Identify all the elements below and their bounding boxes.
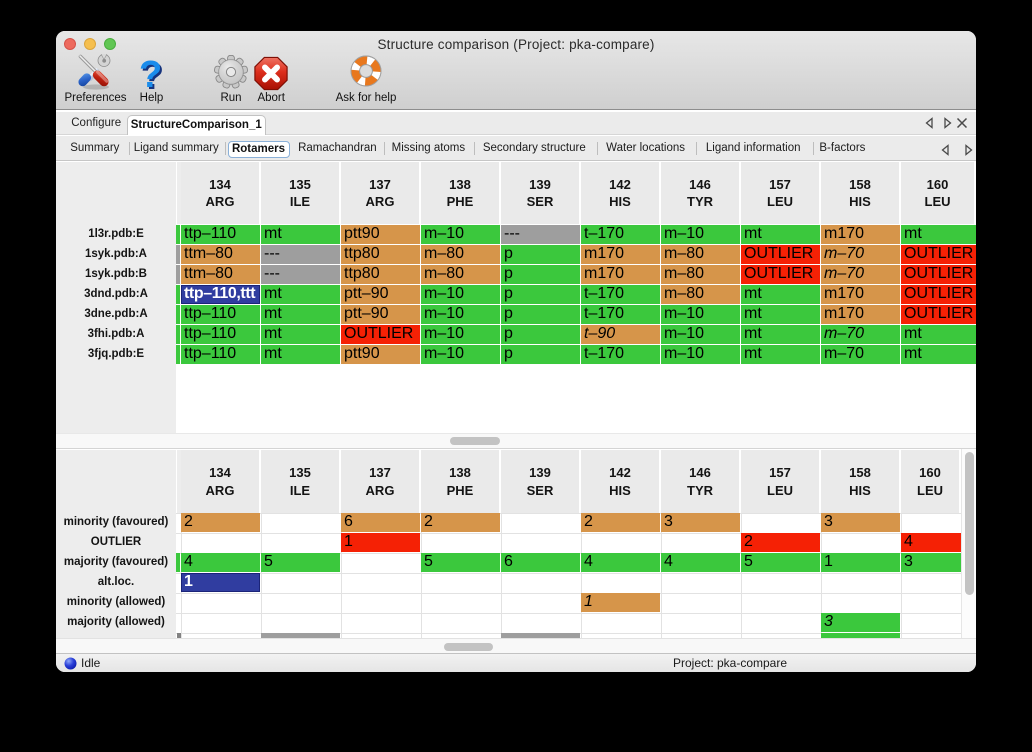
svg-text:?: ? bbox=[139, 54, 162, 94]
svg-text:?: ? bbox=[141, 56, 164, 94]
